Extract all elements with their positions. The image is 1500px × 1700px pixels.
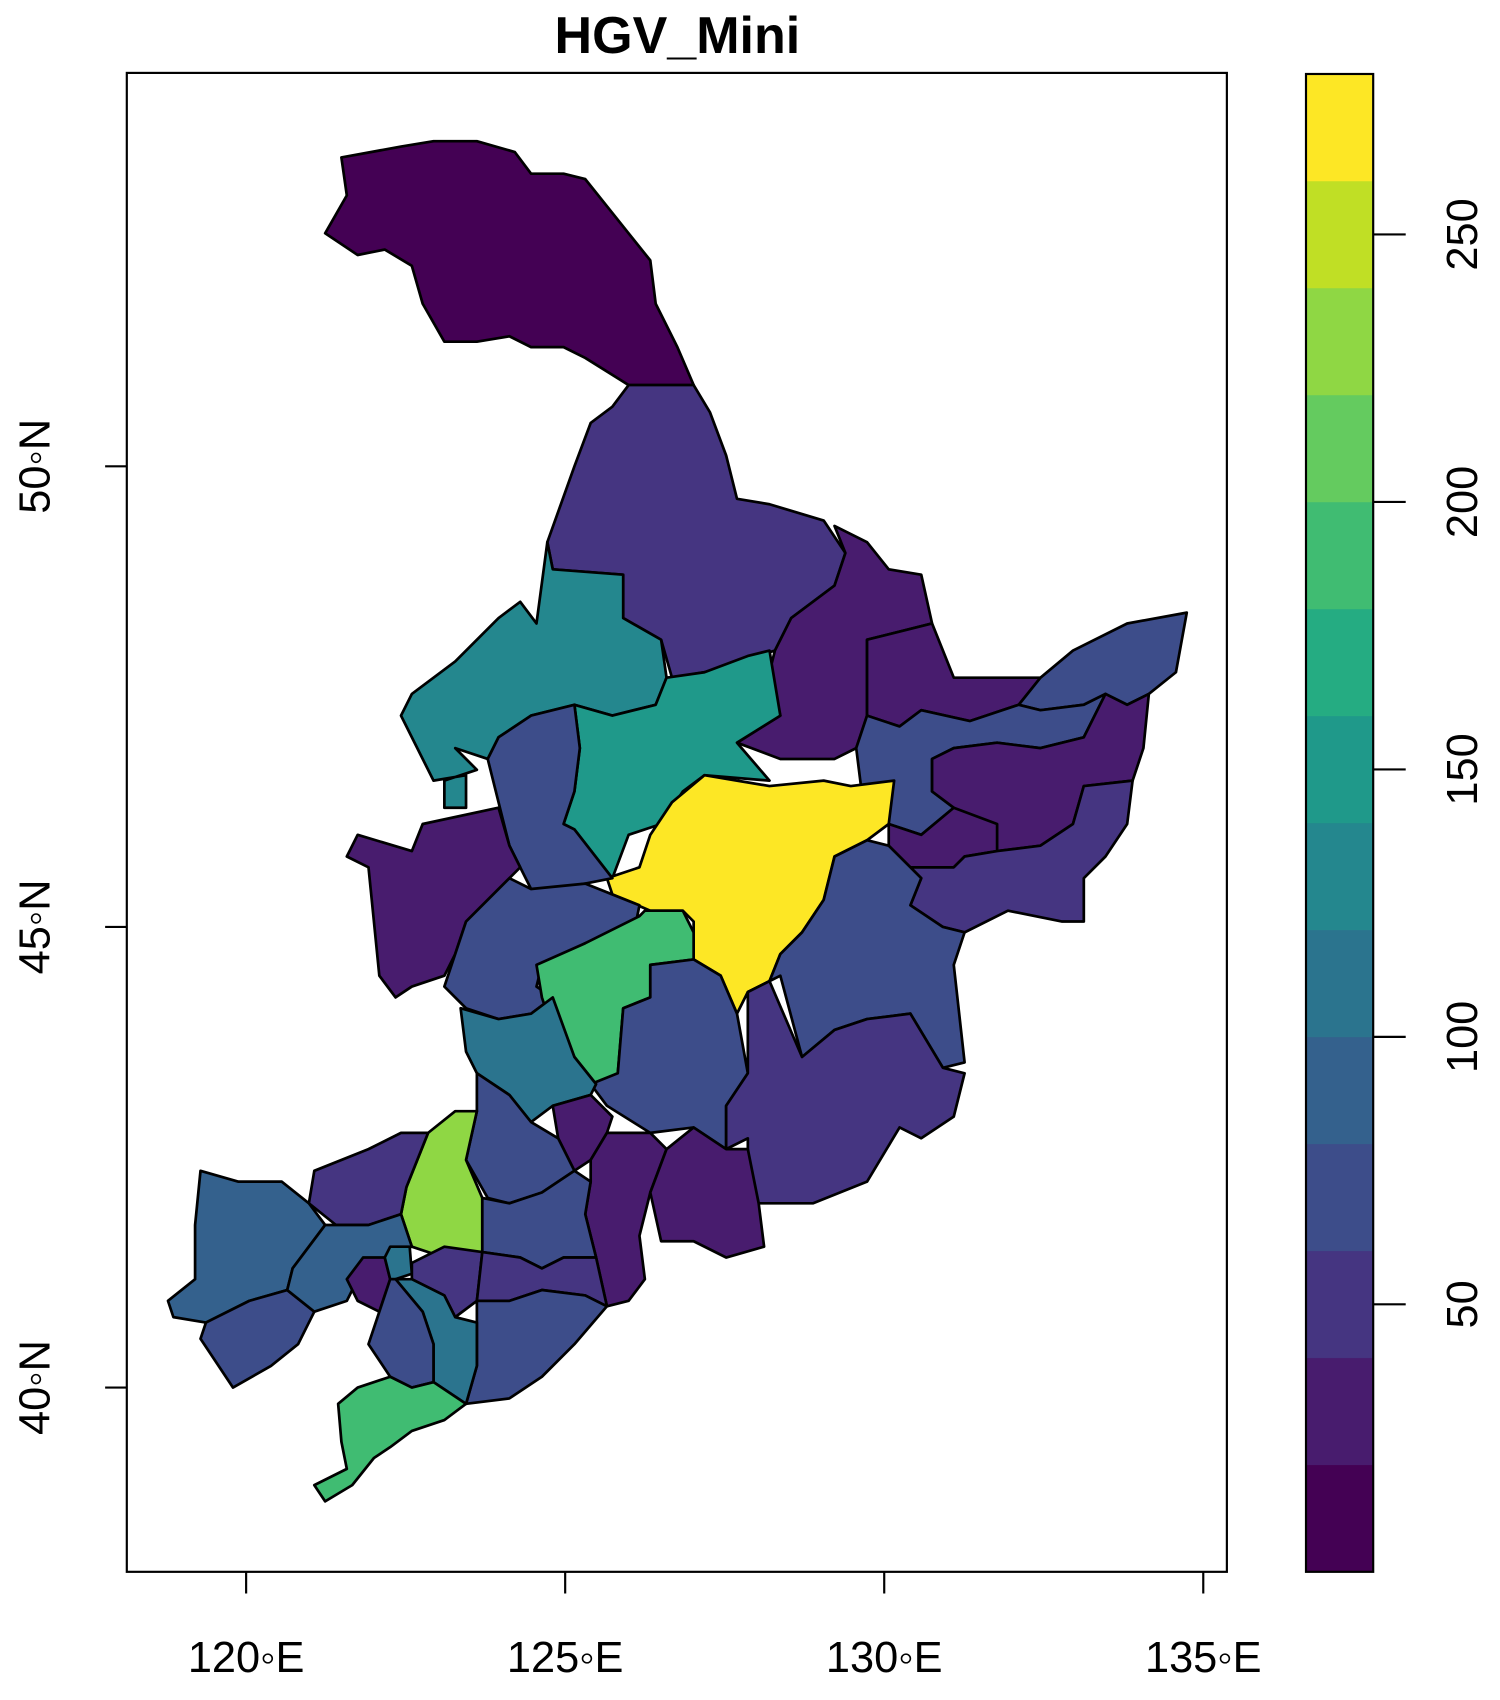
colorbar-bin (1305, 822, 1374, 931)
colorbar-bin (1305, 1464, 1374, 1573)
colorbar-tick-label: 150 (1439, 733, 1487, 805)
colorbar-tick-label: 50 (1439, 1280, 1487, 1328)
x-tick-label: 130◦E (826, 1634, 943, 1682)
colorbar-frame (1304, 72, 1375, 1573)
region (648, 1126, 766, 1259)
region (724, 979, 966, 1205)
colorbar-bin (1305, 1143, 1374, 1252)
x-tick-label: 120◦E (188, 1634, 305, 1682)
region (383, 1245, 414, 1281)
colorbar-bin (1305, 287, 1374, 396)
y-tick-label: 40◦N (11, 1340, 59, 1435)
colorbar-bin (1305, 180, 1374, 289)
x-tick-label: 125◦E (507, 1634, 624, 1682)
region (312, 1375, 468, 1503)
plot-frame (125, 71, 1228, 1573)
colorbar-bin (1305, 73, 1374, 182)
region (323, 139, 695, 387)
colorbar-tick-label: 250 (1439, 198, 1487, 270)
colorbar-bin (1305, 501, 1374, 610)
colorbar-bin (1305, 1357, 1374, 1466)
colorbar-tick-label: 100 (1439, 1001, 1487, 1073)
colorbar-bin (1305, 1250, 1374, 1359)
chart-title: HGV_Mini (555, 7, 801, 65)
region (443, 876, 641, 1021)
y-tick-label: 45◦N (11, 879, 59, 974)
colorbar-bin (1305, 608, 1374, 717)
region (307, 1131, 430, 1227)
x-tick-label: 135◦E (1145, 1634, 1262, 1682)
region (199, 1288, 316, 1389)
region (464, 1288, 609, 1406)
y-tick-label: 50◦N (11, 419, 59, 514)
colorbar-bin (1305, 1036, 1374, 1145)
colorbar-tick-label: 200 (1439, 466, 1487, 538)
region (399, 540, 668, 810)
colorbar-bin (1305, 394, 1374, 503)
colorbar-bin (1305, 929, 1374, 1038)
region (367, 1277, 435, 1389)
colorbar-bin (1305, 715, 1374, 824)
